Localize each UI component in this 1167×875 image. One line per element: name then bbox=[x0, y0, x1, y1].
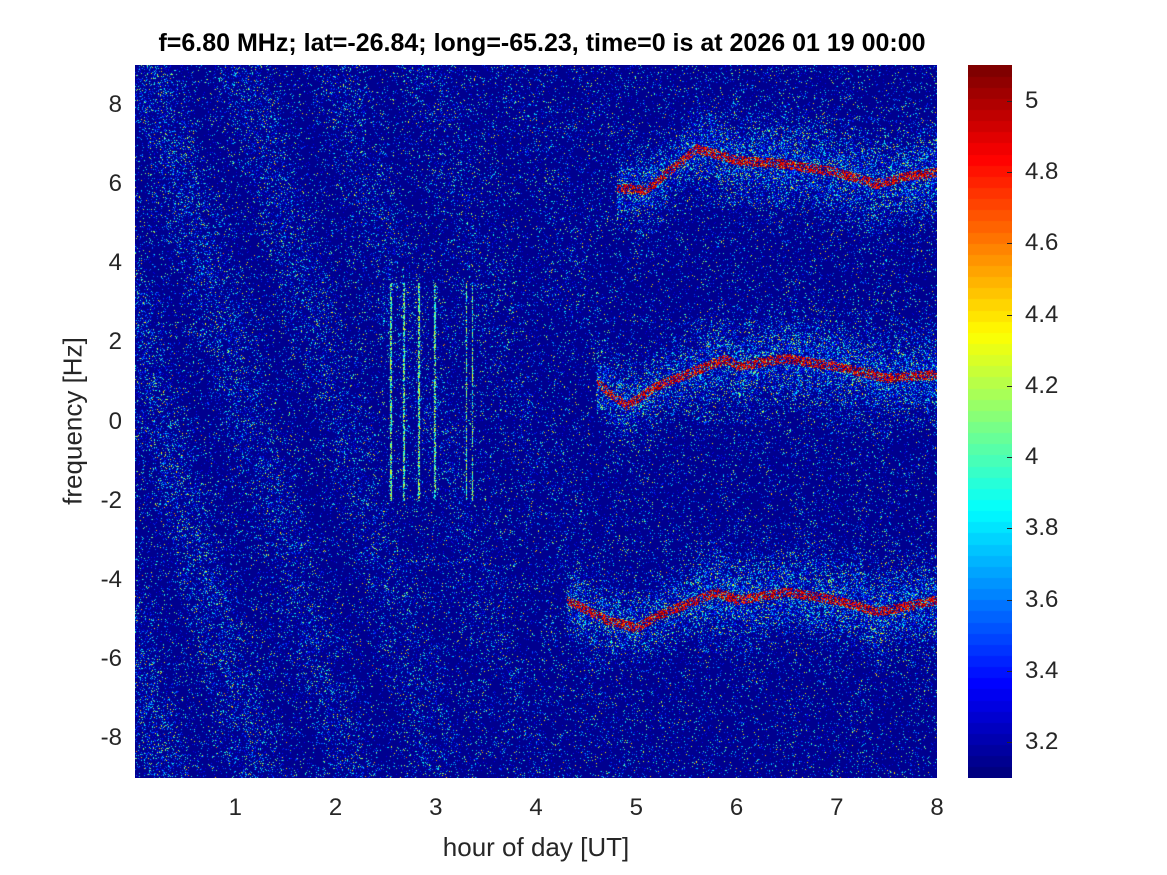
colorbar-tick-mark bbox=[1007, 171, 1012, 173]
y-tick-label: 0 bbox=[108, 407, 122, 435]
colorbar-tick-label: 3.6 bbox=[1025, 585, 1059, 613]
plot-area bbox=[135, 65, 937, 778]
colorbar-tick-label: 3.2 bbox=[1025, 728, 1059, 756]
colorbar-tick-mark bbox=[1007, 100, 1012, 102]
colorbar-tick-mark bbox=[1007, 385, 1012, 387]
x-tick-label: 1 bbox=[228, 794, 242, 821]
colorbar-tick-mark bbox=[1007, 671, 1012, 673]
x-tick-label: 8 bbox=[930, 794, 944, 821]
colorbar-tick-mark bbox=[1007, 314, 1012, 316]
x-tick-label: 5 bbox=[629, 794, 643, 821]
colorbar-tick-label: 4.4 bbox=[1025, 300, 1059, 328]
colorbar-tick-mark bbox=[1007, 599, 1012, 601]
colorbar-tick-mark bbox=[1007, 528, 1012, 530]
y-tick-label: 8 bbox=[108, 90, 122, 118]
x-tick-label: 6 bbox=[729, 794, 744, 821]
colorbar-tick-mark bbox=[1007, 243, 1012, 245]
colorbar-tick-label: 4.6 bbox=[1025, 229, 1059, 257]
y-axis-label: frequency [Hz] bbox=[57, 337, 88, 505]
colorbar bbox=[968, 65, 1012, 778]
colorbar-tick-label: 4.8 bbox=[1025, 157, 1059, 185]
y-tick-label: 2 bbox=[108, 328, 122, 356]
colorbar-tick-label: 3.8 bbox=[1025, 514, 1059, 542]
x-tick-label: 2 bbox=[328, 794, 343, 821]
x-axis-label: hour of day [UT] bbox=[442, 832, 630, 862]
colorbar-tick-label: 3.4 bbox=[1025, 657, 1059, 685]
y-tick-label: 6 bbox=[108, 169, 122, 197]
x-tick-label: 4 bbox=[529, 794, 543, 821]
y-tick-label: -2 bbox=[100, 486, 122, 514]
y-tick-label: 4 bbox=[108, 249, 122, 277]
y-tick-label: -4 bbox=[100, 565, 122, 593]
chart-title: f=6.80 MHz; lat=-26.84; long=-65.23, tim… bbox=[158, 29, 926, 57]
x-tick-label: 3 bbox=[429, 794, 443, 821]
spectrogram-heatmap bbox=[135, 65, 937, 778]
colorbar-tick-label: 4 bbox=[1025, 443, 1039, 471]
colorbar-tick-mark bbox=[1007, 742, 1012, 744]
colorbar-tick-label: 4.2 bbox=[1025, 371, 1059, 399]
colorbar-tick-label: 5 bbox=[1025, 86, 1039, 114]
colorbar-gradient bbox=[968, 65, 1012, 778]
x-tick-label: 7 bbox=[830, 794, 844, 821]
y-tick-label: -8 bbox=[100, 724, 122, 752]
colorbar-tick-mark bbox=[1007, 457, 1012, 459]
y-tick-label: -6 bbox=[100, 645, 122, 673]
